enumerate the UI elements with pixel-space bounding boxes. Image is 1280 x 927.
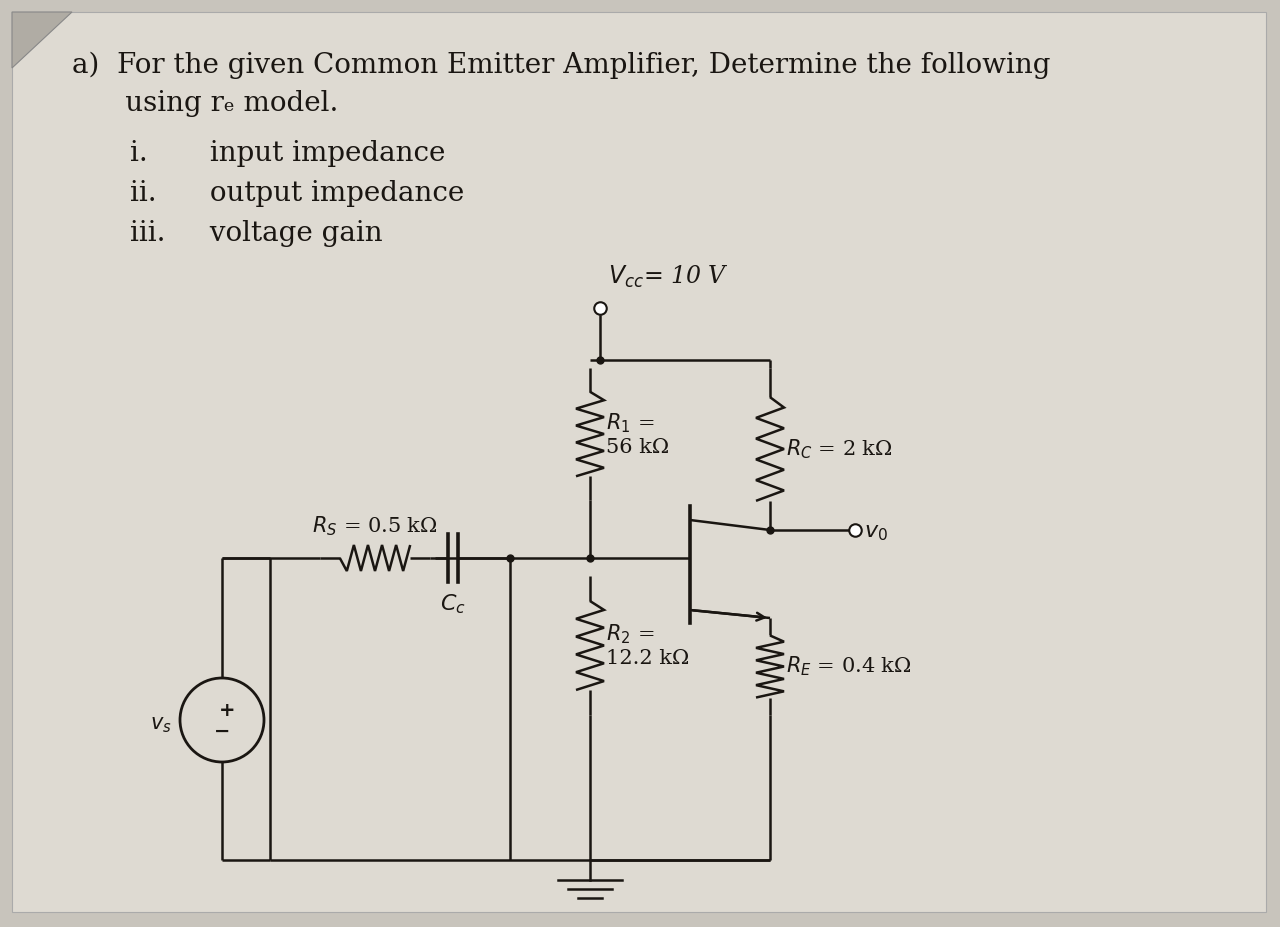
Text: $R_1$ =
56 kΩ: $R_1$ = 56 kΩ	[605, 412, 669, 457]
Text: $v_0$: $v_0$	[864, 521, 888, 543]
Text: iii.     voltage gain: iii. voltage gain	[131, 220, 383, 247]
Text: ii.      output impedance: ii. output impedance	[131, 180, 465, 207]
Text: $C_c$: $C_c$	[440, 592, 466, 616]
Text: +: +	[219, 701, 236, 719]
FancyBboxPatch shape	[12, 12, 1266, 912]
Text: i.       input impedance: i. input impedance	[131, 140, 445, 167]
Text: a)  For the given Common Emitter Amplifier, Determine the following: a) For the given Common Emitter Amplifie…	[72, 52, 1051, 80]
Text: $R_C$ = 2 kΩ: $R_C$ = 2 kΩ	[786, 438, 892, 461]
Text: $V_{cc}$= 10 V: $V_{cc}$= 10 V	[608, 264, 730, 290]
Text: using rₑ model.: using rₑ model.	[72, 90, 338, 117]
Text: $R_2$ =
12.2 kΩ: $R_2$ = 12.2 kΩ	[605, 623, 689, 668]
Polygon shape	[12, 12, 72, 68]
Text: $R_E$ = 0.4 kΩ: $R_E$ = 0.4 kΩ	[786, 654, 911, 679]
Text: $v_s$: $v_s$	[150, 716, 172, 735]
Text: −: −	[214, 721, 230, 741]
Circle shape	[180, 678, 264, 762]
Text: $R_S$ = 0.5 kΩ: $R_S$ = 0.5 kΩ	[312, 514, 438, 538]
